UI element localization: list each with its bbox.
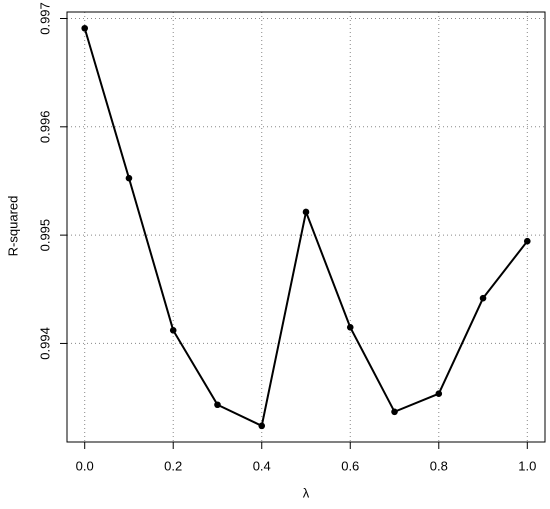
- plot-frame: [66, 11, 546, 443]
- x-tick-label: 1.0: [518, 458, 536, 473]
- y-tick-label: 0.997: [37, 2, 52, 35]
- x-tick-label: 0.4: [253, 458, 271, 473]
- x-tick-label: 0.6: [341, 458, 359, 473]
- y-tick-label: 0.996: [37, 111, 52, 144]
- data-point: [169, 327, 177, 334]
- data-point: [125, 174, 133, 182]
- data-line: [83, 27, 529, 428]
- data-point: [435, 390, 443, 397]
- data-point: [523, 237, 531, 245]
- data-point: [302, 208, 310, 216]
- data-point: [214, 401, 221, 409]
- x-tick-label: 0.0: [76, 458, 94, 473]
- y-tick-label: 0.995: [37, 219, 52, 252]
- x-axis-label: λ: [303, 485, 310, 500]
- data-point: [391, 408, 398, 416]
- data-point: [479, 294, 487, 302]
- y-axis-label: R-squared: [5, 196, 20, 257]
- data-point: [258, 422, 266, 430]
- data-point: [346, 323, 354, 331]
- x-tick-label: 0.2: [164, 458, 182, 473]
- x-tick-label: 0.8: [430, 458, 448, 473]
- data-point: [81, 24, 89, 32]
- y-tick-label: 0.994: [37, 327, 52, 360]
